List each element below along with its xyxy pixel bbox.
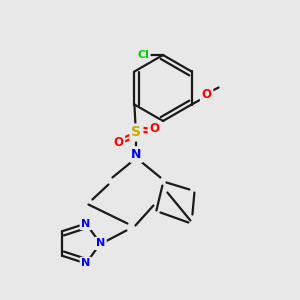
Text: O: O [202,88,212,101]
Text: N: N [81,259,91,269]
Text: N: N [131,148,142,161]
Text: N: N [81,218,91,229]
Text: N: N [96,238,105,248]
Text: S: S [131,125,141,140]
Text: O: O [149,122,159,135]
Text: Cl: Cl [137,50,149,60]
Text: O: O [113,136,123,149]
